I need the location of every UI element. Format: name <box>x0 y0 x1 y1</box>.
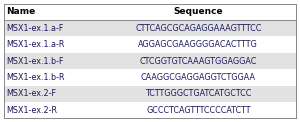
Text: MSX1-ex.1.b-F: MSX1-ex.1.b-F <box>6 56 64 66</box>
Bar <box>4 4 296 20</box>
Text: MSX1-ex.1.a-R: MSX1-ex.1.a-R <box>6 40 64 49</box>
Text: MSX1-ex.1.a-F: MSX1-ex.1.a-F <box>6 24 63 33</box>
Text: CTCGGTGTCAAAGTGGAGGAC: CTCGGTGTCAAAGTGGAGGAC <box>140 56 257 66</box>
Bar <box>4 102 296 118</box>
Bar <box>4 69 296 86</box>
Bar <box>4 36 296 53</box>
Text: Sequence: Sequence <box>173 7 223 16</box>
Text: MSX1-ex.2-F: MSX1-ex.2-F <box>6 89 56 98</box>
Text: CAAGGCGAGGAGGTCTGGAA: CAAGGCGAGGAGGTCTGGAA <box>141 73 256 82</box>
Text: AGGAGCGAAGGGGACACTTTG: AGGAGCGAAGGGGACACTTTG <box>138 40 258 49</box>
Text: GCCCTCAGTTTCCCCATCTT: GCCCTCAGTTTCCCCATCTT <box>146 106 250 115</box>
Text: CTTCAGCGCAGAGGAAAGTTTCC: CTTCAGCGCAGAGGAAAGTTTCC <box>135 24 262 33</box>
Text: MSX1-ex.2-R: MSX1-ex.2-R <box>6 106 57 115</box>
Bar <box>4 86 296 102</box>
Bar <box>4 53 296 69</box>
Bar <box>4 20 296 36</box>
Text: MSX1-ex.1.b-R: MSX1-ex.1.b-R <box>6 73 64 82</box>
Text: Name: Name <box>6 7 35 16</box>
Text: TCTTGGGCTGATCATGCTCC: TCTTGGGCTGATCATGCTCC <box>145 89 251 98</box>
